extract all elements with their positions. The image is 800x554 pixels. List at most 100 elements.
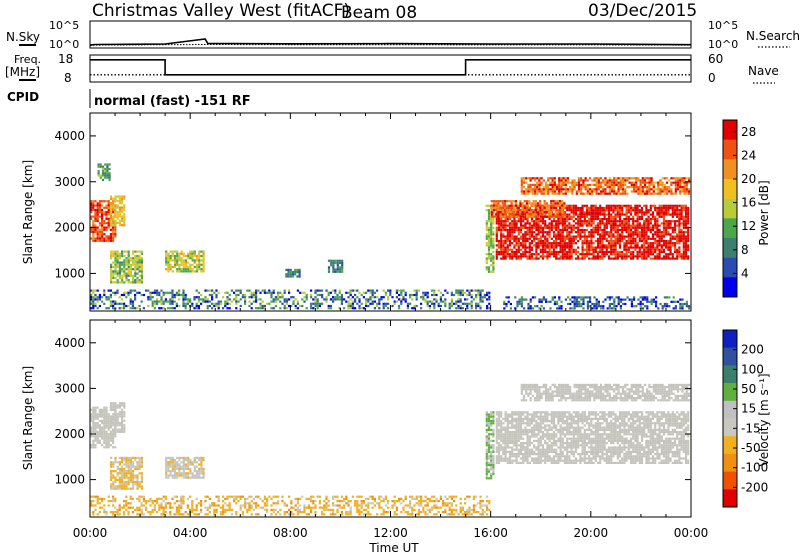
power-cells-cell xyxy=(585,209,589,212)
power-cells-cell xyxy=(640,228,644,232)
power-cells-cell xyxy=(94,239,97,242)
power-cells-cell xyxy=(270,300,273,303)
power-cells-cell xyxy=(107,298,110,301)
vel-cells-cell xyxy=(125,461,128,464)
power-cells-cell xyxy=(635,305,638,308)
power-cells-cell xyxy=(169,263,172,266)
power-cells-cell xyxy=(522,235,525,238)
power-cells-cell xyxy=(415,291,418,294)
power-cells-cell xyxy=(349,307,352,310)
vel-cells-cell xyxy=(164,495,167,498)
power-cells-cell xyxy=(171,254,174,258)
power-cells-cell xyxy=(193,261,196,264)
vel-cells-cell xyxy=(189,472,192,475)
power-cells-cell xyxy=(622,302,625,306)
power-cells-cell xyxy=(627,204,630,207)
vel-cells-cell xyxy=(112,446,115,449)
power-cells-cell xyxy=(400,302,403,305)
power-cells-cell xyxy=(667,253,670,256)
power-cells-cell xyxy=(624,192,627,195)
power-cells-cell xyxy=(266,291,269,294)
power-cells-cell xyxy=(647,220,650,223)
power-cells-cell xyxy=(118,210,121,214)
power-cells-cell xyxy=(585,235,589,238)
vel-cells-cell xyxy=(202,456,205,459)
vel-cells-cell xyxy=(132,476,135,479)
power-cells-cell xyxy=(687,222,690,225)
power-cells-cell xyxy=(540,300,543,303)
power-cells-cell xyxy=(338,266,342,269)
power-cells-cell xyxy=(110,219,113,222)
vel-cells-cell xyxy=(167,465,170,468)
power-cells-cell xyxy=(560,188,563,191)
power-cells-cell xyxy=(173,261,177,264)
vel-cells-cell xyxy=(127,511,130,514)
vel-cells-cell xyxy=(114,485,117,488)
power-cells-cell xyxy=(528,253,531,256)
power-cells-cell xyxy=(559,250,562,254)
power-cells-cell xyxy=(617,302,620,306)
power-cells-cell xyxy=(511,242,514,245)
power-cells-cell xyxy=(515,226,518,229)
power-cells-cell xyxy=(571,188,574,191)
vel-cells-cell xyxy=(182,476,185,479)
power-cells-cell xyxy=(645,242,648,245)
power-cells-cell xyxy=(629,228,633,232)
vel-cells-cell xyxy=(96,439,99,442)
power-cells-cell xyxy=(105,204,108,207)
power-cells-cell xyxy=(682,255,685,258)
power-cells-cell xyxy=(671,206,674,210)
power-cells-cell xyxy=(663,186,666,189)
power-cells-cell xyxy=(195,307,198,310)
power-cells-cell xyxy=(573,302,576,306)
power-cells-cell xyxy=(112,219,115,222)
power-cells-cell xyxy=(621,177,625,180)
power-cells-cell xyxy=(520,302,523,306)
power-cells-cell xyxy=(658,228,661,232)
power-cells-cell xyxy=(665,220,668,223)
power-cells-cell xyxy=(189,265,192,269)
power-cells-cell xyxy=(92,224,95,227)
vel-cells-cell xyxy=(189,467,192,470)
power-cells-cell xyxy=(660,257,663,260)
power-cells-cell xyxy=(511,257,514,260)
vel-cells-cell xyxy=(123,456,126,459)
power-cells-cell xyxy=(550,228,553,232)
power-cells-cell xyxy=(244,302,247,305)
power-cells-cell xyxy=(663,192,666,195)
power-cells-cell xyxy=(527,186,530,189)
power-cells-cell xyxy=(550,211,553,214)
power-cells-cell xyxy=(632,215,635,218)
power-cells-cell xyxy=(189,254,192,258)
power-cells-cell xyxy=(623,237,626,240)
vel-cells-cell xyxy=(160,502,163,505)
power-cells-cell xyxy=(640,239,644,243)
power-cells-cell xyxy=(592,250,595,254)
power-cells-cell xyxy=(123,268,126,271)
vel-cells-cell xyxy=(200,470,203,473)
power-cells-cell xyxy=(599,248,602,251)
power-cells-cell xyxy=(289,275,292,278)
power-cells-cell xyxy=(674,192,677,195)
power-cells-cell xyxy=(683,177,686,180)
power-cells-cell xyxy=(524,248,527,251)
power-cells-cell xyxy=(202,270,205,273)
power-cells-cell xyxy=(647,222,650,225)
power-cells-cell xyxy=(687,233,690,236)
power-cells-cell xyxy=(549,307,552,310)
power-cells-cell xyxy=(112,304,115,308)
power-cells-cell xyxy=(687,255,690,258)
power-cells-cell xyxy=(490,204,493,207)
power-cells-cell xyxy=(595,181,598,184)
vel-cells-cell xyxy=(114,404,117,407)
power-cells-cell xyxy=(107,217,110,220)
vel-cells-cell xyxy=(110,487,113,490)
power-cells-cell xyxy=(656,253,659,256)
power-cells-cell xyxy=(533,190,537,193)
power-cells-cell xyxy=(426,296,429,299)
vel-cells-cell xyxy=(125,485,128,488)
power-cells-cell xyxy=(369,298,372,301)
power-cells-cell xyxy=(94,296,97,299)
power-cells-cell xyxy=(495,215,498,218)
power-cells-cell xyxy=(636,235,639,238)
